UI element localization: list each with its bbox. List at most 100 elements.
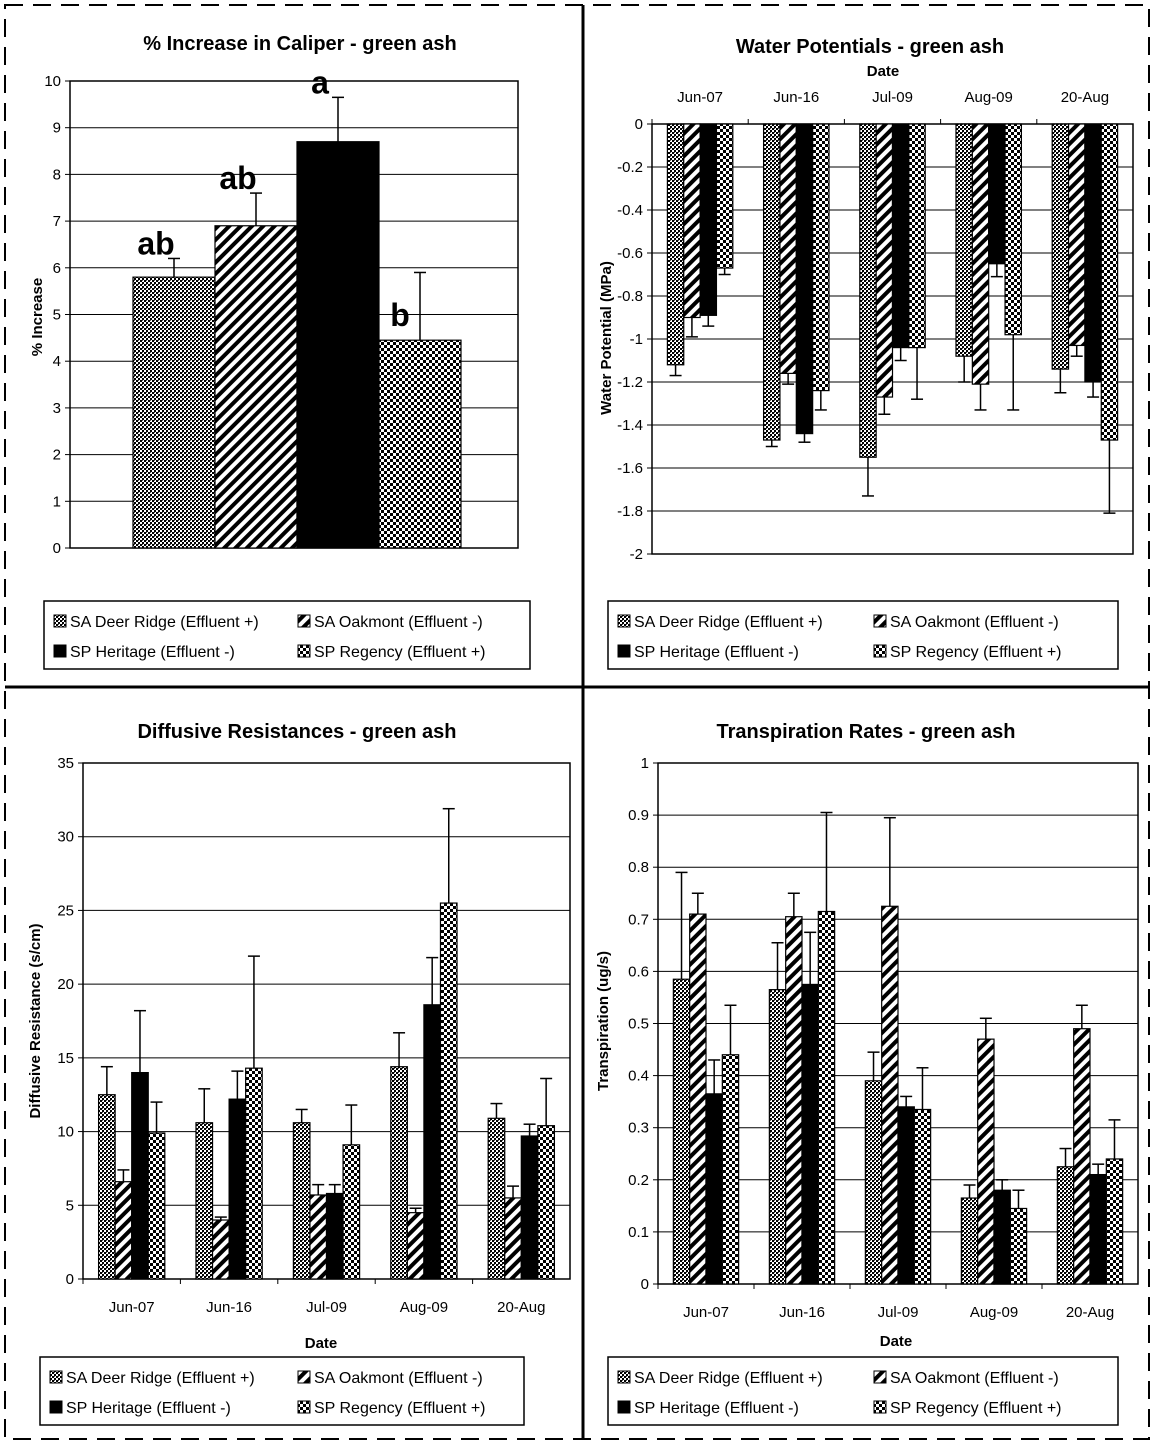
bar bbox=[993, 1189, 1011, 1285]
legend-label: SP Heritage (Effluent -) bbox=[634, 1400, 799, 1417]
bar bbox=[955, 123, 973, 357]
y-tick-label: 0 bbox=[66, 1271, 74, 1288]
legend-swatch bbox=[49, 1400, 63, 1414]
x-axis-label: Date bbox=[867, 63, 900, 80]
y-tick-label: -0.4 bbox=[617, 202, 643, 219]
y-tick-label: 35 bbox=[57, 755, 74, 772]
legend-box bbox=[43, 600, 531, 670]
y-tick-label: -1.4 bbox=[617, 417, 643, 434]
bar bbox=[487, 1117, 506, 1280]
legend-swatch bbox=[617, 644, 631, 658]
y-tick-label: 1 bbox=[53, 493, 61, 510]
y-tick-label: 0 bbox=[53, 540, 61, 557]
y-tick-label: 0.3 bbox=[628, 1120, 649, 1137]
bar bbox=[439, 902, 458, 1280]
bar bbox=[1051, 123, 1070, 370]
bar bbox=[1084, 123, 1102, 383]
bar bbox=[705, 1093, 723, 1285]
legend-label: SA Oakmont (Effluent -) bbox=[314, 614, 483, 631]
bar bbox=[779, 123, 797, 374]
bar bbox=[960, 1197, 979, 1285]
bar bbox=[908, 123, 926, 349]
y-tick-label: -1.2 bbox=[617, 374, 643, 391]
y-axis-label: Water Potential (MPa) bbox=[598, 261, 615, 415]
y-tick-label: -1.6 bbox=[617, 460, 643, 477]
bar bbox=[795, 123, 814, 435]
x-tick-label: Jun-07 bbox=[677, 89, 723, 106]
bar bbox=[520, 1135, 539, 1280]
legend-label: SP Regency (Effluent +) bbox=[890, 1400, 1062, 1417]
bar bbox=[785, 916, 803, 1285]
bar bbox=[537, 1125, 556, 1280]
legend-label: SA Oakmont (Effluent -) bbox=[890, 1370, 1059, 1387]
panel-transpiration-rates: Transpiration Rates - green ash Date Tra… bbox=[595, 721, 1139, 1426]
legend-label: SP Regency (Effluent +) bbox=[314, 644, 486, 661]
bar bbox=[147, 1132, 166, 1280]
significance-letter: ab bbox=[137, 225, 174, 261]
bar bbox=[762, 123, 781, 441]
legend-box bbox=[607, 600, 1119, 670]
x-tick-label: Aug-09 bbox=[400, 1299, 448, 1316]
x-tick-label: Jul-09 bbox=[878, 1304, 919, 1321]
panel-diffusive-resistances: Diffusive Resistances - green ash Date D… bbox=[27, 721, 571, 1426]
bar bbox=[1056, 1166, 1075, 1285]
y-tick-label: 6 bbox=[53, 260, 61, 277]
bar bbox=[1073, 1028, 1091, 1285]
bar bbox=[214, 225, 298, 549]
y-axis-label: % Increase bbox=[29, 278, 46, 356]
y-tick-label: -1.8 bbox=[617, 503, 643, 520]
bar bbox=[881, 905, 899, 1285]
x-tick-label: Jul-09 bbox=[872, 89, 913, 106]
legend-swatch bbox=[617, 1370, 631, 1384]
bar bbox=[97, 1094, 116, 1280]
y-tick-label: -2 bbox=[630, 546, 643, 563]
legend-label: SP Heritage (Effluent -) bbox=[70, 644, 235, 661]
y-tick-label: 0.4 bbox=[628, 1068, 649, 1085]
x-tick-label: Jun-16 bbox=[773, 89, 819, 106]
y-tick-label: -1 bbox=[630, 331, 643, 348]
y-tick-label: 9 bbox=[53, 120, 61, 137]
bar bbox=[891, 123, 910, 349]
bar bbox=[768, 989, 787, 1285]
legend-swatch bbox=[297, 1370, 311, 1384]
bar bbox=[406, 1212, 425, 1280]
bar bbox=[689, 913, 707, 1285]
y-tick-label: 0.5 bbox=[628, 1016, 649, 1033]
y-tick-label: -0.8 bbox=[617, 288, 643, 305]
bar bbox=[131, 1071, 149, 1280]
y-tick-label: 0.2 bbox=[628, 1172, 649, 1189]
bar bbox=[245, 1067, 263, 1280]
legend-swatch bbox=[297, 614, 311, 628]
legend-swatch bbox=[49, 1370, 63, 1384]
bar bbox=[721, 1054, 740, 1285]
bar bbox=[699, 123, 718, 316]
legend-label: SP Regency (Effluent +) bbox=[314, 1400, 486, 1417]
bar bbox=[390, 1066, 408, 1280]
bar bbox=[812, 123, 830, 392]
legend-label: SP Heritage (Effluent -) bbox=[634, 644, 799, 661]
y-tick-label: 20 bbox=[57, 976, 74, 993]
y-tick-label: 3 bbox=[53, 400, 61, 417]
bar bbox=[715, 123, 734, 269]
bar bbox=[292, 1122, 311, 1280]
legend-swatch bbox=[873, 1400, 887, 1414]
legend-label: SA Deer Ridge (Effluent +) bbox=[70, 614, 259, 631]
bar bbox=[325, 1192, 344, 1280]
y-tick-label: 5 bbox=[53, 307, 61, 324]
bar bbox=[672, 978, 691, 1285]
legend-swatch bbox=[873, 614, 887, 628]
y-tick-label: -0.2 bbox=[617, 159, 643, 176]
legend-label: SA Deer Ridge (Effluent +) bbox=[66, 1370, 255, 1387]
bar bbox=[913, 1108, 932, 1285]
x-tick-label: Aug-09 bbox=[965, 89, 1013, 106]
x-axis-label: Date bbox=[305, 1335, 338, 1352]
bar bbox=[1105, 1158, 1124, 1285]
bar bbox=[666, 123, 685, 366]
legend-swatch bbox=[617, 614, 631, 628]
y-tick-label: 25 bbox=[57, 902, 74, 919]
x-tick-label: Jun-07 bbox=[683, 1304, 729, 1321]
x-tick-label: 20-Aug bbox=[1066, 1304, 1114, 1321]
bar bbox=[114, 1181, 133, 1280]
x-tick-label: Aug-09 bbox=[970, 1304, 1018, 1321]
